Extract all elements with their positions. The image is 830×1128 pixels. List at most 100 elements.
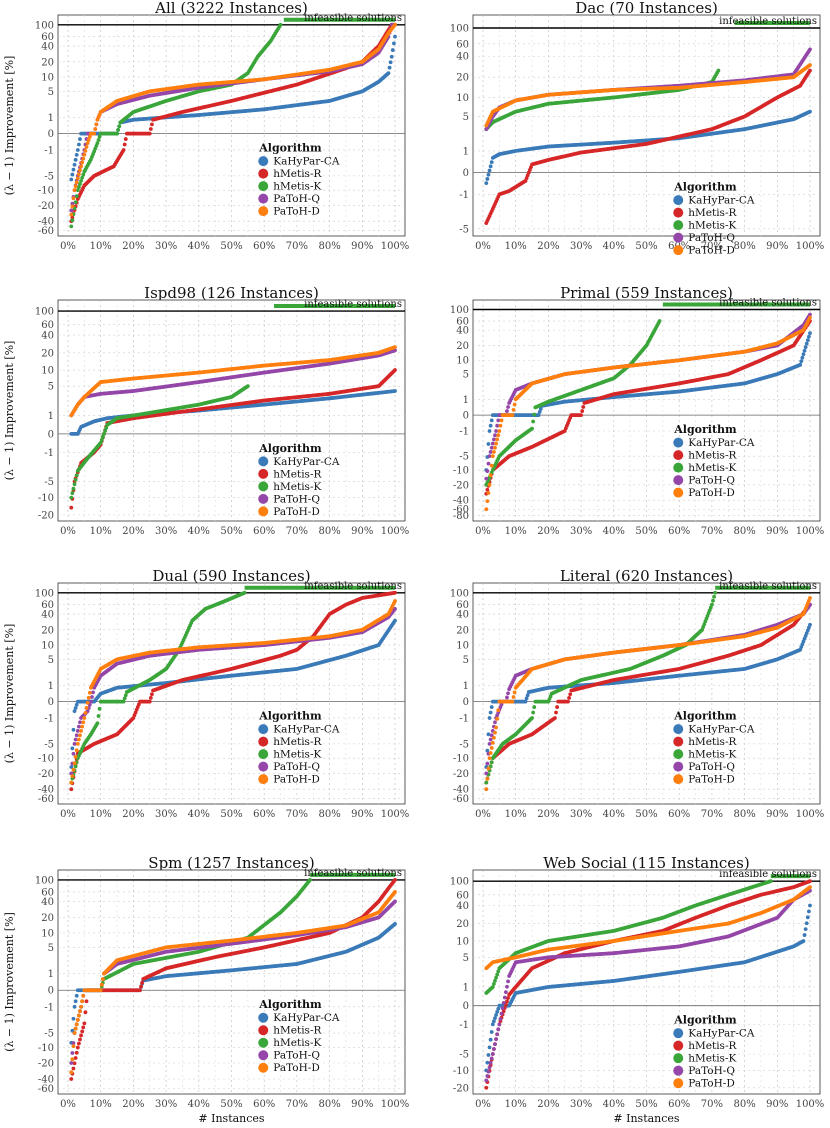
y-tick-label: 60 <box>41 320 54 331</box>
data-point <box>581 405 586 409</box>
legend-title: Algorithm <box>673 181 737 194</box>
data-point <box>79 178 83 183</box>
legend-label: PaToH-Q <box>688 232 735 244</box>
data-point <box>808 68 812 73</box>
series-hmetis-k <box>69 384 250 500</box>
legend-swatch <box>258 456 269 467</box>
chart-title: All (3222 Instances) <box>154 0 308 17</box>
data-point <box>802 348 807 353</box>
y-tick-label: 0 <box>48 429 54 440</box>
x-tick-label: 50% <box>220 241 242 252</box>
chart-panel: Ispd98 (126 Instances) infeasible solutio… <box>0 284 415 555</box>
x-tick-label: 0% <box>60 526 76 537</box>
data-point <box>393 348 397 353</box>
data-point <box>388 60 393 65</box>
series-hmetis-r <box>484 68 812 225</box>
data-point <box>80 160 85 165</box>
x-tick-label: 70% <box>701 526 723 537</box>
data-point <box>392 41 396 46</box>
data-point <box>98 440 103 445</box>
data-point <box>81 172 86 177</box>
y-tick-label: 40 <box>41 331 54 342</box>
y-tick-label: -5 <box>44 477 54 488</box>
x-tick-label: 40% <box>603 241 625 252</box>
data-point <box>69 212 74 217</box>
x-tick-label: 80% <box>318 241 340 252</box>
x-tick-label: 50% <box>635 526 657 537</box>
y-tick-label: 0 <box>48 129 54 140</box>
data-point <box>77 172 81 177</box>
data-point <box>121 148 126 152</box>
chart-panel: Primal (559 Instances) infeasible solutio… <box>415 284 830 555</box>
chart-svg: Ispd98 (126 Instances)infeasible solutio… <box>3 284 410 537</box>
y-tick-label: -20 <box>453 480 469 491</box>
y-tick-label: 1 <box>463 146 469 157</box>
data-point <box>486 442 491 446</box>
data-point <box>75 148 80 152</box>
data-point <box>537 410 542 414</box>
x-tick-label: 20% <box>537 241 559 252</box>
y-tick-label: -10 <box>38 493 54 504</box>
data-point <box>147 131 152 136</box>
data-point <box>487 168 492 173</box>
data-point <box>71 167 76 172</box>
legend: AlgorithmKaHyPar-CAhMetis-RhMetis-KPaToH… <box>673 181 755 257</box>
data-point <box>77 185 81 189</box>
data-point <box>278 22 283 27</box>
data-point <box>69 505 74 510</box>
data-point <box>80 175 85 180</box>
data-point <box>69 208 74 213</box>
chart-title: Ispd98 (126 Instances) <box>144 284 319 302</box>
data-point <box>86 138 91 142</box>
x-tick-label: 100% <box>381 526 410 537</box>
data-point <box>803 345 808 350</box>
y-tick-label: 0 <box>463 168 469 179</box>
y-tick-label: 40 <box>456 52 469 63</box>
data-point <box>104 425 109 430</box>
data-point <box>71 196 76 201</box>
data-point <box>716 68 721 73</box>
data-point <box>800 355 805 360</box>
y-tick-label: -1 <box>44 145 54 156</box>
data-point <box>77 142 81 147</box>
chart-panel: All (3222 Instances) infeasible solutions… <box>0 0 415 270</box>
data-point <box>73 200 78 205</box>
x-tick-label: 90% <box>766 526 788 537</box>
data-point <box>488 164 493 169</box>
data-point <box>484 181 489 186</box>
data-point <box>82 152 87 157</box>
data-point <box>74 180 79 185</box>
data-point <box>84 145 89 149</box>
legend-label: PaToH-D <box>688 245 735 257</box>
data-point <box>74 473 79 478</box>
x-tick-label: 10% <box>505 526 527 537</box>
legend-swatch <box>673 220 684 231</box>
legend-label: hMetis-K <box>273 181 321 193</box>
data-point <box>69 224 74 229</box>
x-tick-label: 20% <box>122 241 144 252</box>
y-tick-label: 1 <box>48 113 54 124</box>
data-point <box>808 331 812 336</box>
y-tick-label: 100 <box>35 20 54 31</box>
x-tick-label: 70% <box>286 241 308 252</box>
y-axis-label: (λ − 1) Improvement [%] <box>3 56 16 196</box>
y-tick-label: -40 <box>38 217 54 228</box>
legend-label: hMetis-R <box>273 468 322 480</box>
legend-label: hMetis-R <box>273 168 322 180</box>
legend-label: hMetis-K <box>273 481 321 493</box>
data-point <box>74 152 79 157</box>
series-hmetis-r <box>484 319 812 496</box>
data-point <box>386 71 391 76</box>
data-point <box>87 134 92 139</box>
legend-swatch <box>258 156 269 167</box>
data-point <box>94 122 99 127</box>
data-point <box>81 156 86 161</box>
y-tick-label: 20 <box>41 348 54 359</box>
y-tick-label: -10 <box>38 186 54 197</box>
legend-swatch <box>258 481 269 492</box>
x-tick-label: 80% <box>318 526 340 537</box>
data-point <box>486 172 491 177</box>
data-point <box>93 127 98 131</box>
x-tick-label: 30% <box>570 526 592 537</box>
x-tick-label: 90% <box>766 241 788 252</box>
